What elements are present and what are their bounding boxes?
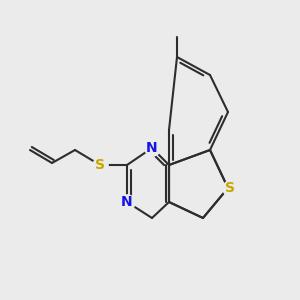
Text: N: N xyxy=(146,141,158,155)
Text: N: N xyxy=(121,195,133,209)
Text: S: S xyxy=(95,158,105,172)
Text: S: S xyxy=(225,181,235,195)
